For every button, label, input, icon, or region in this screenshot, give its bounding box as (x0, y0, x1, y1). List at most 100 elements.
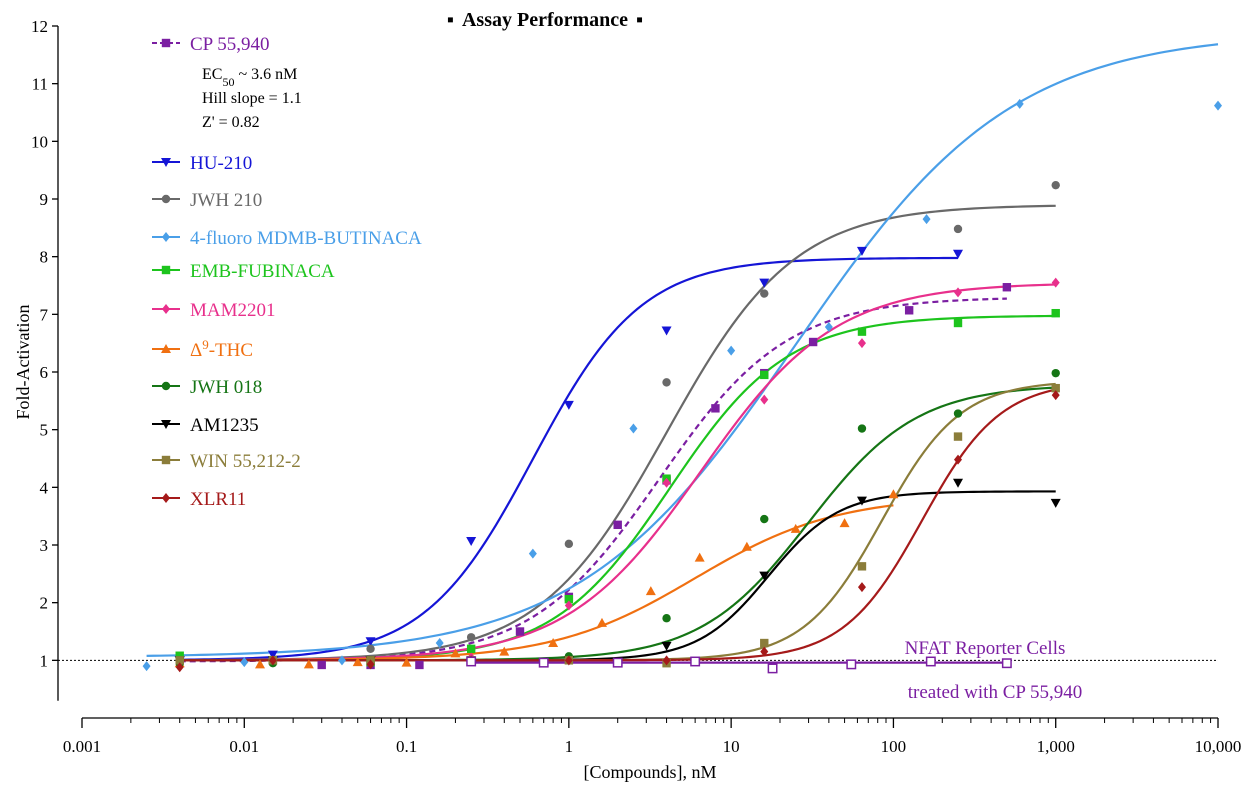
point-nfat-reporter-cells-treated-with-cp-55-940 (538, 657, 549, 668)
annotation-line-2: treated with CP 55,940 (908, 682, 1083, 703)
point-xlr11 (857, 582, 866, 593)
point-xlr11 (564, 655, 573, 666)
point-emb-fubinaca (1051, 308, 1060, 318)
point-xlr11 (268, 655, 277, 666)
point-cp-55-940 (613, 520, 622, 530)
x-tick-label: 1 (565, 737, 574, 756)
data-points (142, 98, 1222, 674)
point-nfat-reporter-cells-treated-with-cp-55-940 (690, 656, 701, 667)
point-mam2201 (662, 477, 671, 488)
point-4-fluoro-mdmb-butinaca (1015, 98, 1024, 109)
point-mam2201 (1051, 277, 1060, 288)
y-tick-label: 10 (31, 132, 48, 151)
y-tick-label: 2 (40, 594, 49, 613)
point-4-fluoro-mdmb-butinaca (1214, 100, 1222, 111)
point-emb-fubinaca (175, 651, 184, 660)
point-4-fluoro-mdmb-butinaca (240, 657, 249, 668)
point-xlr11 (954, 454, 963, 465)
point-9-thc (303, 659, 314, 669)
point-jwh-210 (662, 378, 671, 387)
legend-marker-9-thc (161, 344, 171, 353)
point-9-thc (645, 586, 656, 596)
legend-marker-jwh-018 (161, 381, 171, 391)
point-nfat-reporter-cells-treated-with-cp-55-940 (767, 663, 778, 674)
cp-hill-stat: Hill slope = 1.1 (202, 90, 302, 107)
point-cp-55-940 (515, 627, 525, 636)
point-emb-fubinaca (953, 318, 963, 328)
legend-marker-cp-55-940 (161, 38, 171, 48)
point-nfat-reporter-cells-treated-with-cp-55-940 (925, 656, 936, 667)
point-xlr11 (366, 659, 375, 670)
point-9-thc (694, 552, 705, 562)
point-win-55-212-2 (953, 432, 963, 441)
x-tick-label: 10,000 (1195, 737, 1242, 756)
x-tick-label: 0.01 (229, 737, 259, 756)
y-tick-label: 1 (40, 651, 49, 670)
legend-label-hu-210: HU-210 (190, 153, 252, 174)
point-9-thc (888, 489, 899, 499)
chart-title: ▪ Assay Performance ▪ (447, 9, 643, 31)
point-emb-fubinaca (466, 644, 476, 653)
curve-mam2201 (179, 283, 1056, 662)
point-4-fluoro-mdmb-butinaca (528, 548, 537, 559)
point-9-thc (499, 646, 510, 656)
y-tick-label: 7 (40, 305, 49, 324)
curve-emb-fubinaca (179, 314, 1056, 662)
y-tick-label: 12 (31, 17, 48, 36)
point-9-thc (741, 541, 752, 551)
curve-cp-55-940 (179, 297, 1007, 663)
point-9-thc (548, 638, 559, 648)
point-4-fluoro-mdmb-butinaca (142, 661, 151, 672)
point-emb-fubinaca (857, 327, 867, 336)
point-cp-55-940 (415, 660, 424, 670)
annotation-line-1: NFAT Reporter Cells (905, 638, 1066, 659)
point-jwh-210 (466, 633, 476, 642)
point-hu-210 (661, 326, 672, 336)
point-win-55-212-2 (857, 562, 867, 571)
point-9-thc (352, 657, 363, 667)
point-win-55-212-2 (175, 656, 184, 665)
point-9-thc (401, 657, 412, 667)
point-cp-55-940 (711, 404, 720, 413)
legend-label-cp-55-940: CP 55,940 (190, 34, 270, 55)
point-hu-210 (466, 536, 477, 546)
point-emb-fubinaca (564, 595, 574, 604)
point-jwh-018 (662, 614, 671, 623)
point-am1235 (1050, 498, 1061, 508)
point-jwh-018 (1051, 368, 1060, 378)
point-jwh-018 (760, 514, 769, 524)
cp-ec50-stat: EC50 ~ 3.6 nM (202, 66, 297, 89)
x-tick-label: 100 (881, 737, 907, 756)
legend-label-emb-fubinaca: EMB-FUBINACA (190, 261, 335, 282)
point-hu-210 (267, 650, 278, 660)
legend-marker-am1235 (161, 420, 171, 429)
point-cp-55-940 (1002, 283, 1012, 292)
point-am1235 (759, 571, 770, 581)
point-cp-55-940 (904, 306, 914, 315)
point-4-fluoro-mdmb-butinaca (629, 423, 638, 434)
point-jwh-210 (953, 224, 963, 234)
x-tick-label: 0.1 (396, 737, 417, 756)
legend: CP 55,940 HU-210 JWH 210 4-fluoro MDMB-BUTI… (152, 34, 422, 510)
point-hu-210 (759, 278, 770, 288)
legend-label-mam2201: MAM2201 (190, 300, 276, 321)
point-xlr11 (760, 646, 769, 657)
point-xlr11 (1051, 390, 1060, 401)
point-am1235 (661, 641, 672, 651)
point-nfat-reporter-cells-treated-with-cp-55-940 (612, 657, 623, 668)
point-xlr11 (175, 662, 184, 673)
legend-label-win-55-212-2: WIN 55,212-2 (190, 451, 301, 472)
point-jwh-210 (760, 289, 769, 298)
point-4-fluoro-mdmb-butinaca (337, 655, 346, 666)
point-4-fluoro-mdmb-butinaca (727, 345, 736, 356)
legend-label-am1235: AM1235 (190, 415, 259, 436)
y-tick-label: 8 (40, 248, 49, 267)
point-hu-210 (563, 400, 574, 410)
legend-label-9-thc: Δ9-THC (190, 337, 253, 362)
y-tick-label: 6 (40, 363, 49, 382)
y-tick-label: 3 (40, 536, 49, 555)
point-jwh-018 (953, 409, 963, 418)
point-mam2201 (857, 338, 866, 349)
